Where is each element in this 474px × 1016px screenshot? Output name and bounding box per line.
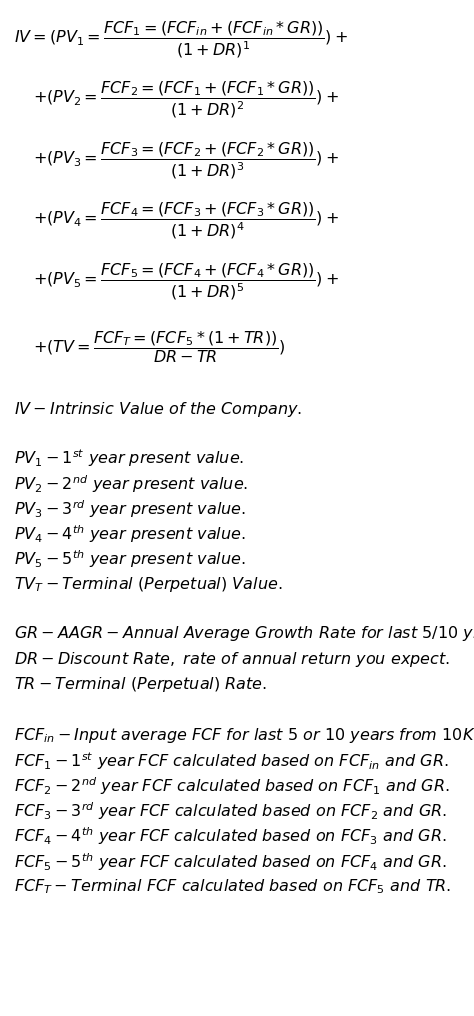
Text: $\mathit{+ (TV = \dfrac{FCF_T = (FCF_5 * (1 + TR))}{DR - TR})}$: $\mathit{+ (TV = \dfrac{FCF_T = (FCF_5 *… xyxy=(33,329,286,365)
Text: $\mathit{GR - AAGR - Annual\ Average\ Growth\ Rate\ for\ last\ 5/10\ yrs.}$: $\mathit{GR - AAGR - Annual\ Average\ Gr… xyxy=(15,625,474,643)
Text: $\mathit{FCF_2 - 2^{nd}\ year\ FCF\ calculated\ based\ on\ FCF_1\ and\ GR.}$: $\mathit{FCF_2 - 2^{nd}\ year\ FCF\ calc… xyxy=(15,775,450,797)
Text: $\mathit{FCF_{in} - Input\ average\ FCF\ for\ last\ 5\ or\ 10\ years\ from\ 10K}: $\mathit{FCF_{in} - Input\ average\ FCF\… xyxy=(15,726,474,745)
Text: $\mathit{TR - Terminal\ (Perpetual)\ Rate.}$: $\mathit{TR - Terminal\ (Perpetual)\ Rat… xyxy=(15,675,268,694)
Text: $\mathit{IV = (PV_1 = \dfrac{FCF_1 = (FCF_{in} + (FCF_{in} * GR))}{(1 + DR)^{1}}: $\mathit{IV = (PV_1 = \dfrac{FCF_1 = (FC… xyxy=(15,19,348,60)
Text: $\mathit{FCF_5 - 5^{th}\ year\ FCF\ calculated\ based\ on\ FCF_4\ and\ GR.}$: $\mathit{FCF_5 - 5^{th}\ year\ FCF\ calc… xyxy=(15,850,447,873)
Text: $\mathit{TV_T - Terminal\ (Perpetual)\ Value.}$: $\mathit{TV_T - Terminal\ (Perpetual)\ V… xyxy=(15,575,283,594)
Text: $\mathit{PV_5 - 5^{th}\ year\ present\ value.}$: $\mathit{PV_5 - 5^{th}\ year\ present\ v… xyxy=(15,549,246,570)
Text: $\mathit{PV_2 - 2^{nd}\ year\ present\ value.}$: $\mathit{PV_2 - 2^{nd}\ year\ present\ v… xyxy=(15,473,249,495)
Text: $\mathit{PV_3 - 3^{rd}\ year\ present\ value.}$: $\mathit{PV_3 - 3^{rd}\ year\ present\ v… xyxy=(15,498,246,520)
Text: $\mathit{PV_1 - 1^{st}\ year\ present\ value.}$: $\mathit{PV_1 - 1^{st}\ year\ present\ v… xyxy=(15,448,245,469)
Text: $\mathit{FCF_3 - 3^{rd}\ year\ FCF\ calculated\ based\ on\ FCF_2\ and\ GR.}$: $\mathit{FCF_3 - 3^{rd}\ year\ FCF\ calc… xyxy=(15,801,447,822)
Text: $\mathit{FCF_1 - 1^{st}\ year\ FCF\ calculated\ based\ on\ FCF_{in}\ and\ GR.}$: $\mathit{FCF_1 - 1^{st}\ year\ FCF\ calc… xyxy=(15,750,449,772)
Text: $\mathit{+ (PV_3 = \dfrac{FCF_3 = (FCF_2 + (FCF_2 * GR))}{(1 + DR)^{3}}) +}$: $\mathit{+ (PV_3 = \dfrac{FCF_3 = (FCF_2… xyxy=(33,140,339,181)
Text: $\mathit{FCF_T - Terminal\ FCF\ calculated\ based\ on\ FCF_5\ and\ TR.}$: $\mathit{FCF_T - Terminal\ FCF\ calculat… xyxy=(15,878,452,896)
Text: $\mathit{DR - Discount\ Rate,\ rate\ of\ annual\ return\ you\ expect.}$: $\mathit{DR - Discount\ Rate,\ rate\ of\… xyxy=(15,649,450,669)
Text: $\mathit{PV_4 - 4^{th}\ year\ present\ value.}$: $\mathit{PV_4 - 4^{th}\ year\ present\ v… xyxy=(15,523,246,545)
Text: $\mathit{+ (PV_5 = \dfrac{FCF_5 = (FCF_4 + (FCF_4 * GR))}{(1 + DR)^{5}}) +}$: $\mathit{+ (PV_5 = \dfrac{FCF_5 = (FCF_4… xyxy=(33,261,339,302)
Text: $\mathit{+ (PV_4 = \dfrac{FCF_4 = (FCF_3 + (FCF_3 * GR))}{(1 + DR)^{4}}) +}$: $\mathit{+ (PV_4 = \dfrac{FCF_4 = (FCF_3… xyxy=(33,200,339,241)
Text: $\mathit{+ (PV_2 = \dfrac{FCF_2 = (FCF_1 + (FCF_1 * GR))}{(1 + DR)^{2}}) +}$: $\mathit{+ (PV_2 = \dfrac{FCF_2 = (FCF_1… xyxy=(33,79,339,120)
Text: $\mathit{IV - Intrinsic\ Value\ of\ the\ Company.}$: $\mathit{IV - Intrinsic\ Value\ of\ the\… xyxy=(15,399,303,419)
Text: $\mathit{FCF_4 - 4^{th}\ year\ FCF\ calculated\ based\ on\ FCF_3\ and\ GR.}$: $\mathit{FCF_4 - 4^{th}\ year\ FCF\ calc… xyxy=(15,826,447,847)
